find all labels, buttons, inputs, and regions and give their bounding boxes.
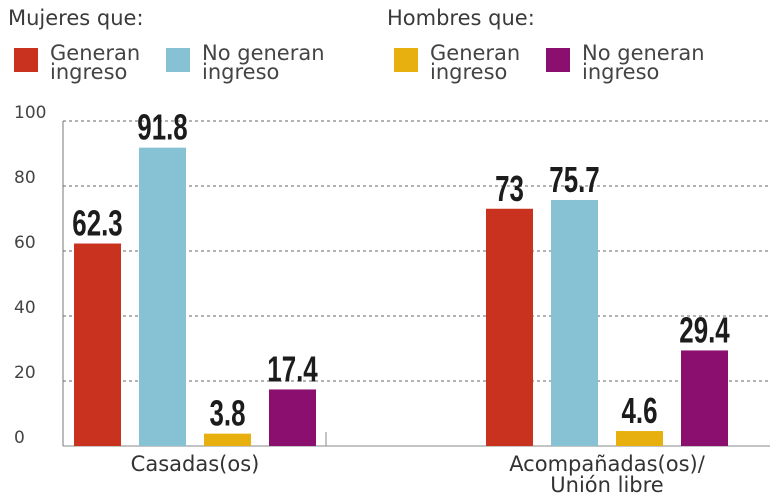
value-label-group: 17.4: [267, 349, 318, 389]
y-tick-label: 60: [14, 233, 36, 253]
value-label-group: 62.3: [72, 203, 122, 243]
value-label-group: 29.4: [679, 310, 730, 350]
legend-item: Generan ingreso: [14, 41, 190, 84]
value-label: 75.7: [549, 160, 599, 200]
value-label-group: 73: [495, 169, 524, 209]
legend-group-title: Hombres que:: [387, 6, 535, 30]
bar: [681, 350, 728, 446]
legend-group-title: Mujeres que:: [8, 6, 144, 30]
value-label-group: 4.6: [621, 391, 657, 431]
value-label: 73: [495, 169, 524, 209]
value-label: 91.8: [137, 108, 187, 148]
value-label: 62.3: [72, 203, 122, 243]
legend-item: Generan ingreso: [394, 41, 570, 84]
y-tick-label: 40: [14, 298, 36, 318]
value-label-group: 91.8: [137, 108, 187, 148]
legend-label: Generan ingreso: [50, 41, 141, 84]
legend-swatch: [14, 48, 38, 72]
y-tick-label: 80: [14, 168, 36, 188]
bar: [269, 389, 316, 446]
legend-label: No generan ingreso: [582, 41, 705, 84]
value-label-group: 75.7: [549, 160, 599, 200]
legend-swatch: [166, 48, 190, 72]
value-label: 17.4: [267, 349, 318, 389]
value-label-group: 3.8: [209, 394, 245, 434]
bar: [74, 243, 121, 446]
bar: [486, 208, 533, 446]
legend-label: No generan ingreso: [202, 41, 325, 84]
y-tick-label: 100: [14, 103, 46, 123]
y-tick-label: 20: [14, 363, 36, 383]
legend-item: No generan ingreso: [166, 41, 342, 84]
bar: [204, 433, 251, 446]
x-tick-label: Casadas(os): [130, 452, 260, 476]
legend-swatch: [546, 48, 570, 72]
legend-swatch: [394, 48, 418, 72]
bar: [139, 147, 186, 446]
value-label: 3.8: [209, 394, 245, 434]
legend-item: No generan ingreso: [546, 41, 722, 84]
bar: [551, 199, 598, 446]
legend-label: Generan ingreso: [430, 41, 521, 84]
value-label: 4.6: [621, 391, 657, 431]
bar: [616, 431, 663, 446]
y-tick-label: 0: [14, 428, 25, 448]
x-tick-label: Acompañadas(os)/ Unión libre: [509, 452, 705, 497]
value-label: 29.4: [679, 310, 730, 350]
